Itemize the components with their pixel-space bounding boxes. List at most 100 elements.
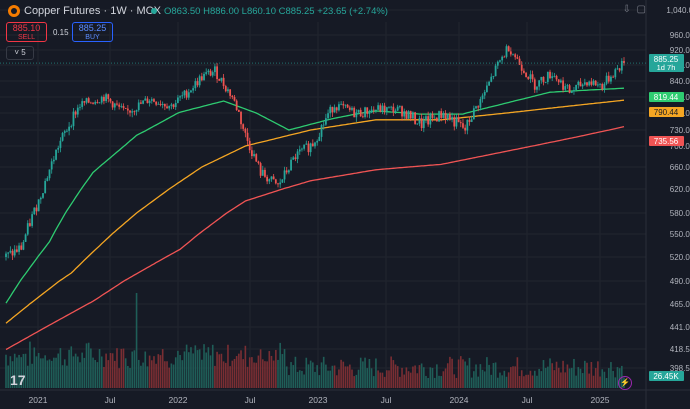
volume-bar	[35, 356, 38, 388]
volume-bar	[586, 362, 588, 388]
candle-body	[446, 114, 449, 119]
volume-bar	[568, 368, 571, 388]
volume-bar	[584, 360, 586, 388]
volume-bar	[481, 369, 484, 388]
volume-bar	[261, 359, 264, 388]
y-tick-label: 960.00	[670, 31, 690, 40]
header-icons[interactable]: ⇩ ▢	[622, 4, 646, 15]
candle-body	[620, 60, 623, 71]
volume-bar	[87, 342, 90, 388]
collapse-indicators-button[interactable]: ˅ 5	[6, 46, 34, 60]
candle-body	[381, 105, 384, 112]
volume-bar	[475, 364, 477, 388]
y-tick-label: 418.50	[670, 345, 690, 354]
volume-bar	[137, 359, 140, 388]
change-value: +23.65 (+2.74%)	[317, 6, 388, 17]
volume-bar	[196, 350, 199, 388]
volume-bar	[103, 366, 105, 388]
volume-bar	[562, 360, 564, 388]
candle-body	[590, 81, 593, 85]
ohlc-readout: O863.50 H886.00 L860.10 C885.25 +23.65 (…	[164, 6, 388, 17]
volume-bar	[440, 376, 443, 388]
volume-bar	[433, 377, 436, 388]
price-label-box	[649, 54, 684, 73]
candle-body	[166, 106, 168, 109]
candle-body	[250, 150, 253, 157]
volume-bar	[187, 352, 190, 388]
price-label-box	[649, 92, 684, 102]
volume-bar	[518, 376, 521, 388]
candle-body	[218, 79, 221, 81]
candle-body	[525, 72, 527, 78]
candle-body	[422, 119, 425, 129]
candle-body	[231, 95, 234, 98]
volume-bar	[53, 357, 55, 388]
lightning-icon[interactable]: ⚡	[618, 376, 632, 390]
volume-bar	[159, 355, 162, 388]
candle-body	[109, 98, 112, 102]
volume-bar	[420, 363, 423, 388]
volume-bar	[233, 358, 236, 388]
volume-bar	[68, 349, 70, 388]
candle-body	[24, 234, 27, 242]
candle-body	[52, 159, 55, 162]
candle-body	[531, 74, 534, 80]
volume-bar	[560, 372, 562, 388]
candle-body	[161, 103, 164, 105]
candle-body	[259, 163, 262, 176]
candle-body	[470, 119, 473, 122]
volume-bar	[525, 374, 527, 388]
candle-body	[31, 214, 34, 226]
volume-bar	[209, 355, 212, 388]
volume-bar	[327, 370, 329, 388]
volume-bar	[44, 355, 46, 388]
candle-body	[412, 112, 414, 119]
candle-body	[285, 170, 288, 173]
candle-body	[442, 113, 445, 118]
candle-body	[307, 143, 310, 153]
volume-bar	[79, 362, 81, 388]
volume-bar	[612, 370, 614, 388]
candle-body	[342, 103, 345, 106]
candle-body	[163, 103, 166, 107]
x-tick-label: Jul	[245, 395, 256, 405]
candle-body	[370, 109, 373, 113]
volume-bar	[510, 367, 512, 388]
candle-body	[316, 140, 319, 143]
candle-body	[190, 90, 192, 93]
candle-body	[383, 105, 386, 112]
symbol-title[interactable]: Copper Futures · 1W · MCX	[24, 5, 161, 17]
volume-bar	[257, 355, 260, 388]
candle-body	[105, 94, 107, 102]
candle-body	[142, 100, 144, 104]
volume-bar	[488, 364, 490, 388]
candle-body	[583, 82, 586, 85]
volume-bar	[366, 368, 369, 388]
candle-body	[290, 159, 292, 171]
candle-body	[570, 91, 573, 93]
candle-body	[490, 76, 493, 82]
volume-bar	[24, 353, 27, 388]
candle-body	[610, 76, 612, 82]
buy-button[interactable]: 885.25 BUY	[72, 22, 113, 42]
candle-body	[488, 81, 490, 86]
volume-bar	[442, 371, 445, 388]
volume-bar	[370, 368, 373, 388]
candle-body	[472, 108, 475, 120]
candle-body	[390, 106, 393, 108]
ma-slow-line	[5, 125, 625, 351]
volume-bar	[416, 373, 419, 388]
y-tick-label: 920.00	[670, 46, 690, 55]
volume-bar	[20, 357, 23, 388]
candle-body	[475, 106, 477, 109]
volume-bar	[381, 372, 384, 388]
candle-body	[331, 106, 334, 113]
candle-body	[359, 109, 362, 117]
volume-bar	[307, 364, 310, 388]
sell-button[interactable]: 885.10 SELL	[6, 22, 47, 42]
volume-bar	[464, 361, 466, 388]
candle-body	[283, 170, 286, 180]
candle-body	[529, 74, 532, 79]
candle-body	[137, 102, 140, 111]
